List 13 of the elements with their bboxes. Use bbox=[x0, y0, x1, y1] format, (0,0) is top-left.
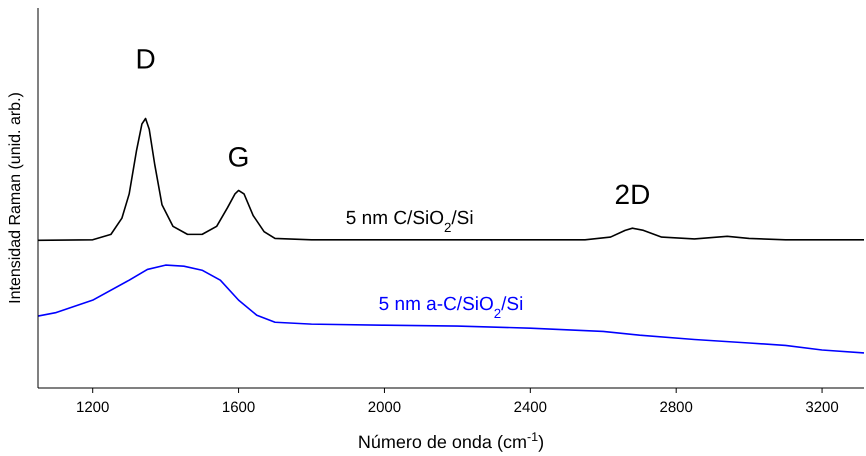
text: D bbox=[135, 43, 156, 74]
x-tick-label: 3200 bbox=[805, 399, 839, 416]
x-tick-label: 2400 bbox=[514, 399, 548, 416]
y-axis-title: Intensidad Raman (unid. arb.) bbox=[7, 92, 24, 304]
series-label: 5 nm a-C/SiO$_{2}$/Si bbox=[378, 294, 524, 321]
x-tick-label: 2800 bbox=[660, 399, 693, 416]
annotation: G bbox=[228, 141, 250, 172]
x-tick-label: 2000 bbox=[368, 399, 402, 416]
series-label: 5 nm C/SiO$_{2}$/Si bbox=[346, 208, 474, 234]
x-axis-title: Número de onda (cm$^{-1}$) bbox=[358, 430, 544, 452]
annotation: 2D bbox=[614, 179, 650, 210]
x-tick-label: 1200 bbox=[76, 399, 110, 416]
x-tick-label: 1600 bbox=[222, 399, 256, 416]
